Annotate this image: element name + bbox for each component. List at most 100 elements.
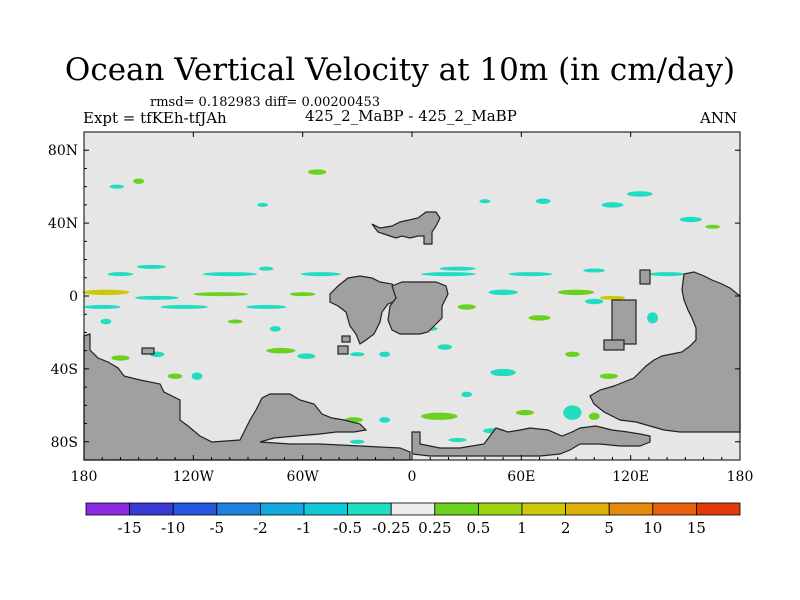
experiment-label: Expt = tfKEh-tfJAh [83, 109, 227, 127]
anomaly-patch [515, 409, 535, 416]
anomaly-patch [439, 266, 476, 271]
colorbar-swatch [521, 502, 566, 516]
anomaly-patch [599, 373, 618, 379]
land-north-atlantic [371, 211, 441, 245]
anomaly-patch [297, 353, 316, 359]
anomaly-patch [565, 351, 580, 358]
anomaly-patch [490, 368, 516, 377]
anomaly-patch [379, 417, 391, 423]
land-island-c [141, 347, 155, 355]
colorbar-swatch [696, 502, 741, 516]
anomaly-patch [627, 191, 653, 197]
anomaly-patch [437, 344, 453, 350]
anomaly-patch [100, 318, 112, 325]
x-tick-label: 120E [612, 469, 649, 485]
anomaly-patch [269, 326, 281, 332]
anomaly-patch [647, 312, 658, 324]
anomaly-patch [457, 304, 476, 310]
anomaly-patch [136, 264, 166, 269]
anomaly-patch [557, 289, 595, 296]
anomaly-patch [705, 224, 720, 229]
anomaly-patch [193, 292, 249, 297]
chart-title: Ocean Vertical Velocity at 10m (in cm/da… [64, 52, 736, 88]
anomaly-patch [535, 198, 551, 204]
anomaly-patch [350, 352, 365, 357]
anomaly-patch [300, 272, 341, 277]
anomaly-patch [191, 372, 203, 380]
anomaly-patch [82, 289, 130, 296]
y-tick-label: 80N [48, 143, 78, 159]
x-tick-label: 60E [507, 469, 535, 485]
land-africa [387, 281, 449, 335]
land-west-pacific [83, 333, 411, 461]
anomaly-patch [258, 266, 274, 271]
anomaly-patch [679, 216, 702, 223]
anomaly-patch [167, 373, 183, 379]
y-tick-label: 0 [69, 289, 78, 305]
x-tick-label: 180 [71, 469, 98, 485]
colorbar-label: 15 [687, 519, 706, 537]
colorbar-label: 0.25 [418, 519, 451, 537]
colorbar-label: -10 [161, 519, 185, 537]
colorbar-swatch [390, 502, 436, 516]
colorbar-label: -1 [297, 519, 312, 537]
colorbar-swatch [477, 502, 523, 516]
colorbar-swatch [434, 502, 479, 516]
anomaly-patch [266, 347, 296, 354]
season-label: ANN [700, 109, 738, 127]
anomaly-patch [563, 405, 582, 420]
colorbar-swatch [347, 502, 392, 516]
cases-label: 425_2_MaBP - 425_2_MaBP [305, 107, 517, 125]
land-south-america [329, 275, 399, 345]
anomaly-patch [135, 295, 179, 300]
anomaly-patch [528, 315, 551, 321]
colorbar-label: 10 [643, 519, 662, 537]
anomaly-patch [111, 355, 130, 361]
colorbar-label: -5 [209, 519, 224, 537]
anomaly-patch [461, 391, 473, 398]
anomaly-patch [257, 202, 269, 207]
anomaly-patch [308, 169, 327, 175]
colorbar-swatch [85, 502, 130, 516]
colorbar-swatch [172, 502, 218, 516]
anomaly-patch [421, 412, 458, 420]
anomaly-patch [448, 437, 467, 442]
anomaly-patch [648, 272, 686, 277]
colorbar-label: -15 [118, 519, 142, 537]
colorbar-label: -0.5 [333, 519, 362, 537]
anomaly-patch [601, 202, 624, 208]
anomaly-patch [84, 304, 121, 309]
colorbar-label: 0.5 [466, 519, 490, 537]
anomaly-patch [421, 272, 476, 277]
anomaly-patch [508, 272, 553, 277]
land-island-a [341, 335, 351, 343]
anomaly-patch [227, 319, 243, 324]
y-tick-label: 80S [51, 435, 78, 451]
colorbar-swatch [303, 502, 348, 516]
anomaly-patch [488, 289, 518, 296]
colorbar-label: -0.25 [372, 519, 410, 537]
y-tick-label: 40N [48, 216, 78, 232]
colorbar-swatch [608, 502, 654, 516]
land-east-island-a [611, 299, 637, 345]
colorbar: -15 -10 -5 -2 -1 -0.5 -0.25 0.25 0.5 1 2 5 10 15 [85, 502, 741, 537]
land-east-island-b [603, 339, 625, 351]
anomaly-patch [107, 272, 134, 277]
colorbar-swatch [565, 502, 610, 516]
colorbar-label: -2 [253, 519, 268, 537]
anomaly-patch [133, 178, 145, 184]
anomaly-patch [479, 199, 491, 204]
anomaly-patch [585, 298, 604, 305]
anomaly-patch [289, 292, 316, 297]
colorbar-label: 5 [604, 519, 614, 537]
x-tick-label: 60W [287, 469, 320, 485]
anomaly-patch [588, 412, 600, 420]
x-tick-label: 180 [727, 469, 754, 485]
colorbar-swatch [216, 502, 261, 516]
anomaly-patch [246, 304, 287, 309]
anomaly-patch [599, 295, 626, 300]
anomaly-patch [350, 439, 365, 444]
colorbar-label: 2 [561, 519, 571, 537]
x-tick-label: 120W [173, 469, 215, 485]
